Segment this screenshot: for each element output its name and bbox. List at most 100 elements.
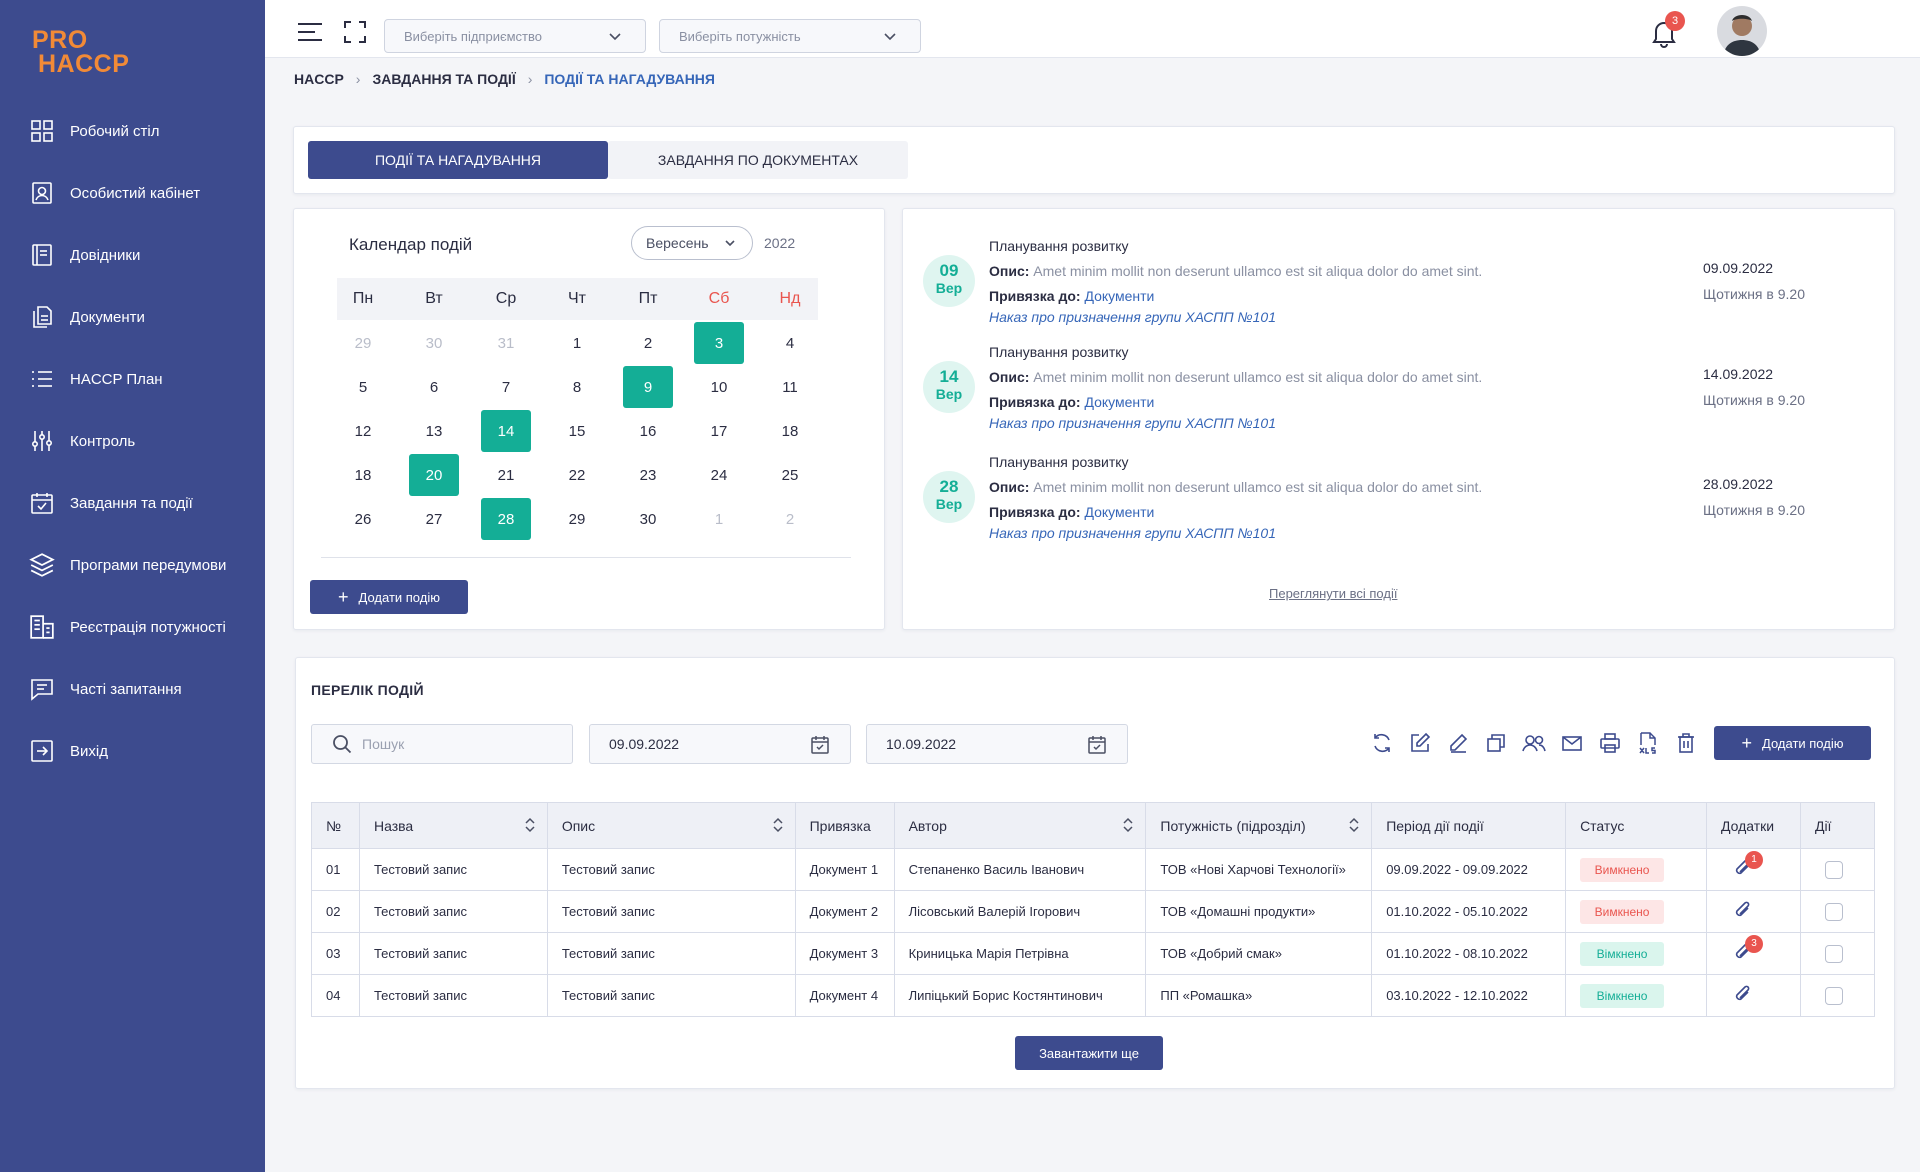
calendar-day[interactable]: 16 (639, 422, 657, 440)
copy-icon[interactable] (1483, 730, 1509, 756)
table-row[interactable]: 04 Тестовий запис Тестовий запис Докумен… (311, 974, 1876, 1017)
trash-icon[interactable] (1673, 730, 1699, 756)
row-checkbox[interactable] (1824, 860, 1843, 879)
logo[interactable]: PRO HACCP (32, 28, 142, 78)
sort-icon[interactable] (1349, 817, 1359, 836)
paperclip-icon[interactable]: 3 (1731, 935, 1763, 965)
calendar-day[interactable]: 4 (785, 334, 795, 352)
sidebar-item-documents[interactable]: Документи (0, 286, 265, 348)
calendar-day-event[interactable]: 14 (481, 410, 531, 452)
calendar-icon[interactable] (1087, 735, 1107, 758)
row-checkbox[interactable] (1824, 902, 1843, 921)
calendar-day-event[interactable]: 9 (623, 366, 673, 408)
users-icon[interactable] (1521, 730, 1547, 756)
calendar-day[interactable]: 2 (643, 334, 653, 352)
date-from-field[interactable]: 09.09.2022 (589, 724, 851, 764)
sidebar-item-references[interactable]: Довідники (0, 224, 265, 286)
calendar-day[interactable]: 26 (354, 510, 372, 528)
calendar-day[interactable]: 1 (572, 334, 582, 352)
calendar-day[interactable]: 8 (572, 378, 582, 396)
calendar-day[interactable]: 30 (639, 510, 657, 528)
calendar-day[interactable]: 17 (710, 422, 728, 440)
tab-events-reminders[interactable]: ПОДІЇ ТА НАГАДУВАННЯ (308, 141, 608, 179)
calendar-day[interactable]: 2 (785, 510, 795, 528)
calendar-day[interactable]: 22 (568, 466, 586, 484)
event-link[interactable]: Документи (1084, 394, 1155, 410)
capacity-select[interactable]: Виберіть потужність (659, 19, 921, 53)
table-row[interactable]: 01 Тестовий запис Тестовий запис Докумен… (311, 848, 1876, 891)
row-checkbox[interactable] (1824, 986, 1843, 1005)
calendar-day[interactable]: 30 (425, 334, 443, 352)
calendar-day[interactable]: 12 (354, 422, 372, 440)
mail-icon[interactable] (1559, 730, 1585, 756)
calendar-day[interactable]: 7 (501, 378, 511, 396)
event-document-link[interactable]: Наказ про призначення групи ХАСПП №101 (989, 525, 1276, 541)
paperclip-icon[interactable] (1731, 899, 1755, 923)
edit-document-icon[interactable] (1407, 730, 1433, 756)
calendar-day-event[interactable]: 3 (694, 322, 744, 364)
paperclip-icon[interactable] (1731, 983, 1755, 1007)
view-all-events-link[interactable]: Переглянути всі події (1269, 586, 1398, 601)
refresh-icon[interactable] (1369, 730, 1395, 756)
month-select[interactable]: Вересень (631, 226, 753, 260)
col-header-description[interactable]: Опис (546, 802, 796, 849)
calendar-day[interactable]: 18 (781, 422, 799, 440)
sidebar-item-dashboard[interactable]: Робочий стіл (0, 100, 265, 162)
event-document-link[interactable]: Наказ про призначення групи ХАСПП №101 (989, 309, 1276, 325)
sidebar-item-tasks-events[interactable]: Завдання та події (0, 472, 265, 534)
sidebar-item-faq[interactable]: Часті запитання (0, 658, 265, 720)
add-event-button[interactable]: + Додати подію (310, 580, 468, 614)
calendar-day[interactable]: 1 (714, 510, 724, 528)
calendar-day[interactable]: 21 (497, 466, 515, 484)
menu-icon[interactable] (297, 20, 323, 44)
breadcrumb-item-haccp[interactable]: HACCP (294, 71, 344, 87)
calendar-day[interactable]: 10 (710, 378, 728, 396)
calendar-day[interactable]: 23 (639, 466, 657, 484)
calendar-day[interactable]: 5 (358, 378, 368, 396)
sort-icon[interactable] (1123, 817, 1133, 836)
calendar-day[interactable]: 27 (425, 510, 443, 528)
calendar-day[interactable]: 11 (782, 378, 798, 396)
fullscreen-icon[interactable] (343, 20, 369, 44)
calendar-day[interactable]: 29 (568, 510, 586, 528)
col-header-name[interactable]: Назва (358, 802, 548, 849)
calendar-icon[interactable] (810, 735, 830, 758)
breadcrumb-item-tasks-events[interactable]: ЗАВДАННЯ ТА ПОДІЇ (372, 71, 516, 87)
event-link[interactable]: Документи (1084, 504, 1155, 520)
paperclip-icon[interactable]: 1 (1731, 851, 1763, 881)
sort-icon[interactable] (773, 817, 783, 836)
date-to-field[interactable]: 10.09.2022 (866, 724, 1128, 764)
sidebar-item-profile[interactable]: Особистий кабінет (0, 162, 265, 224)
event-link[interactable]: Документи (1084, 288, 1155, 304)
add-event-list-button[interactable]: + Додати подію (1714, 726, 1871, 760)
tab-document-tasks[interactable]: ЗАВДАННЯ ПО ДОКУМЕНТАХ (608, 141, 908, 179)
sidebar-item-haccp-plan[interactable]: HACCP План (0, 348, 265, 410)
calendar-day[interactable]: 31 (497, 334, 515, 352)
col-header-author[interactable]: Автор (893, 802, 1147, 849)
sidebar-item-prerequisite-programs[interactable]: Програми передумови (0, 534, 265, 596)
search-input[interactable]: Пошук (311, 724, 573, 764)
calendar-day[interactable]: 18 (354, 466, 372, 484)
calendar-day[interactable]: 13 (425, 422, 443, 440)
calendar-day-event[interactable]: 20 (409, 454, 459, 496)
calendar-day[interactable]: 25 (781, 466, 799, 484)
calendar-day[interactable]: 24 (710, 466, 728, 484)
col-header-capacity[interactable]: Потужність (підрозділ) (1145, 802, 1373, 849)
table-row[interactable]: 02 Тестовий запис Тестовий запис Докумен… (311, 890, 1876, 933)
calendar-day[interactable]: 15 (568, 422, 586, 440)
sort-icon[interactable] (525, 817, 535, 836)
export-xls-icon[interactable] (1635, 730, 1661, 756)
table-row[interactable]: 03 Тестовий запис Тестовий запис Докумен… (311, 932, 1876, 975)
sidebar-item-control[interactable]: Контроль (0, 410, 265, 472)
load-more-button[interactable]: Завантажити ще (1015, 1036, 1163, 1070)
row-checkbox[interactable] (1824, 944, 1843, 963)
event-document-link[interactable]: Наказ про призначення групи ХАСПП №101 (989, 415, 1276, 431)
print-icon[interactable] (1597, 730, 1623, 756)
avatar[interactable] (1717, 6, 1767, 56)
sidebar-item-logout[interactable]: Вихід (0, 720, 265, 782)
sidebar-item-capacity-registration[interactable]: Реєстрація потужності (0, 596, 265, 658)
calendar-day-event[interactable]: 28 (481, 498, 531, 540)
pencil-icon[interactable] (1445, 730, 1471, 756)
calendar-day[interactable]: 6 (429, 378, 439, 396)
enterprise-select[interactable]: Виберіть підприємство (384, 19, 646, 53)
